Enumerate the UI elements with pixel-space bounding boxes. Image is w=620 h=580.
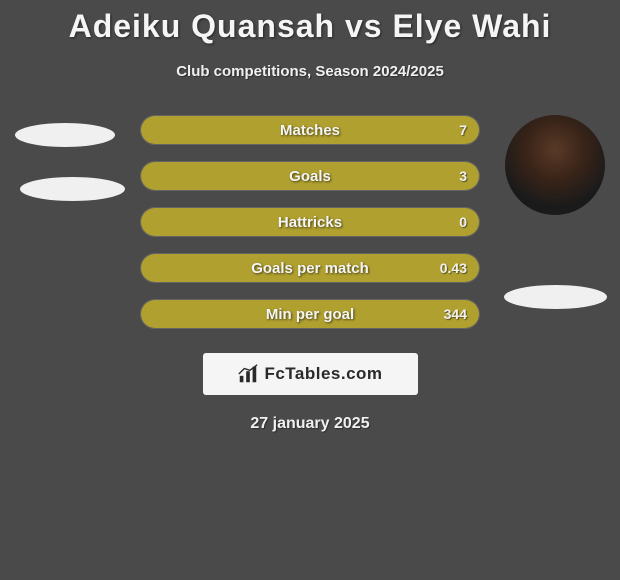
date-text: 27 january 2025	[0, 415, 620, 433]
chart-icon	[237, 363, 259, 385]
stat-row-goals: Goals 3	[140, 161, 480, 191]
stat-row-hattricks: Hattricks 0	[140, 207, 480, 237]
left-player-column	[0, 115, 130, 201]
right-placeholder-ellipse	[504, 285, 607, 309]
stat-row-goals-per-match: Goals per match 0.43	[140, 253, 480, 283]
stat-value-right: 0.43	[440, 260, 467, 276]
right-player-avatar	[505, 115, 605, 215]
left-placeholder-ellipse-2	[20, 177, 125, 201]
stat-value-right: 7	[459, 122, 467, 138]
stat-row-matches: Matches 7	[140, 115, 480, 145]
stat-value-right: 0	[459, 214, 467, 230]
stat-value-right: 3	[459, 168, 467, 184]
stat-row-min-per-goal: Min per goal 344	[140, 299, 480, 329]
left-placeholder-ellipse-1	[15, 123, 115, 147]
logo-text: FcTables.com	[264, 364, 382, 384]
stat-label: Goals per match	[141, 260, 479, 277]
stats-container: Matches 7 Goals 3 Hattricks 0 Goals per …	[140, 115, 480, 329]
stat-label: Hattricks	[141, 214, 479, 231]
stat-label: Matches	[141, 122, 479, 139]
page-title: Adeiku Quansah vs Elye Wahi	[0, 0, 620, 45]
page-subtitle: Club competitions, Season 2024/2025	[0, 63, 620, 80]
stat-label: Goals	[141, 168, 479, 185]
stat-label: Min per goal	[141, 306, 479, 323]
fctables-logo[interactable]: FcTables.com	[203, 353, 418, 395]
comparison-area: Matches 7 Goals 3 Hattricks 0 Goals per …	[0, 115, 620, 329]
right-player-column	[490, 115, 620, 309]
stat-value-right: 344	[444, 306, 467, 322]
